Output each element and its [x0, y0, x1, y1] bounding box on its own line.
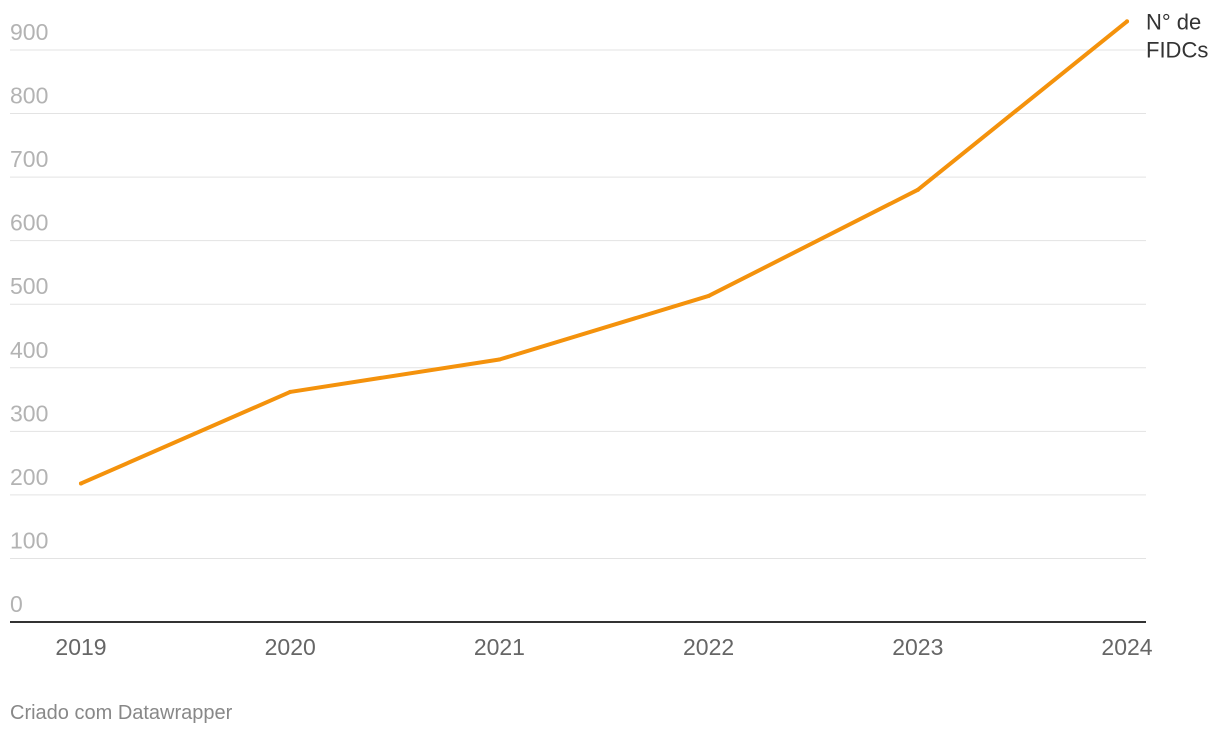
- line-chart: 0 100 200 300 400 500 600 700 800 900 2019 2020 202…: [10, 9, 1208, 660]
- y-tick-label-300: 300: [10, 400, 48, 426]
- data-point-2024: [1125, 19, 1129, 24]
- series-line-0: [79, 19, 1129, 486]
- y-tick-label-800: 800: [10, 83, 48, 109]
- x-tick-label-2022: 2022: [683, 634, 734, 660]
- y-tick-label-200: 200: [10, 464, 48, 490]
- x-tick-label-2021: 2021: [474, 634, 525, 660]
- data-point-2019: [79, 481, 83, 486]
- series-label-line-2: FIDCs: [1146, 37, 1208, 62]
- y-tick-label-700: 700: [10, 146, 48, 172]
- datawrapper-credit[interactable]: Criado com Datawrapper: [10, 702, 233, 724]
- data-point-2022: [706, 293, 711, 298]
- data-point-2021: [497, 357, 502, 362]
- x-tick-label-2020: 2020: [265, 634, 316, 660]
- y-tick-label-100: 100: [10, 527, 48, 553]
- y-axis-tick-labels: 0 100 200 300 400 500 600 700 800 900: [10, 19, 48, 617]
- series-lines: [79, 19, 1129, 486]
- data-point-2020: [288, 389, 293, 394]
- y-tick-label-0: 0: [10, 591, 23, 617]
- x-tick-label-2024: 2024: [1101, 634, 1152, 660]
- x-tick-label-2019: 2019: [55, 634, 106, 660]
- y-tick-label-500: 500: [10, 273, 48, 299]
- x-axis-tick-labels: 2019 2020 2021 2022 2023 2024: [55, 634, 1152, 660]
- y-tick-label-900: 900: [10, 19, 48, 45]
- gridlines: [10, 49, 1146, 559]
- series-labels: N° de FIDCs: [1146, 9, 1208, 62]
- y-tick-label-400: 400: [10, 337, 48, 363]
- y-tick-label-600: 600: [10, 210, 48, 236]
- series-label-line-1: N° de: [1146, 9, 1201, 34]
- x-tick-label-2023: 2023: [892, 634, 943, 660]
- data-point-2023: [915, 187, 920, 192]
